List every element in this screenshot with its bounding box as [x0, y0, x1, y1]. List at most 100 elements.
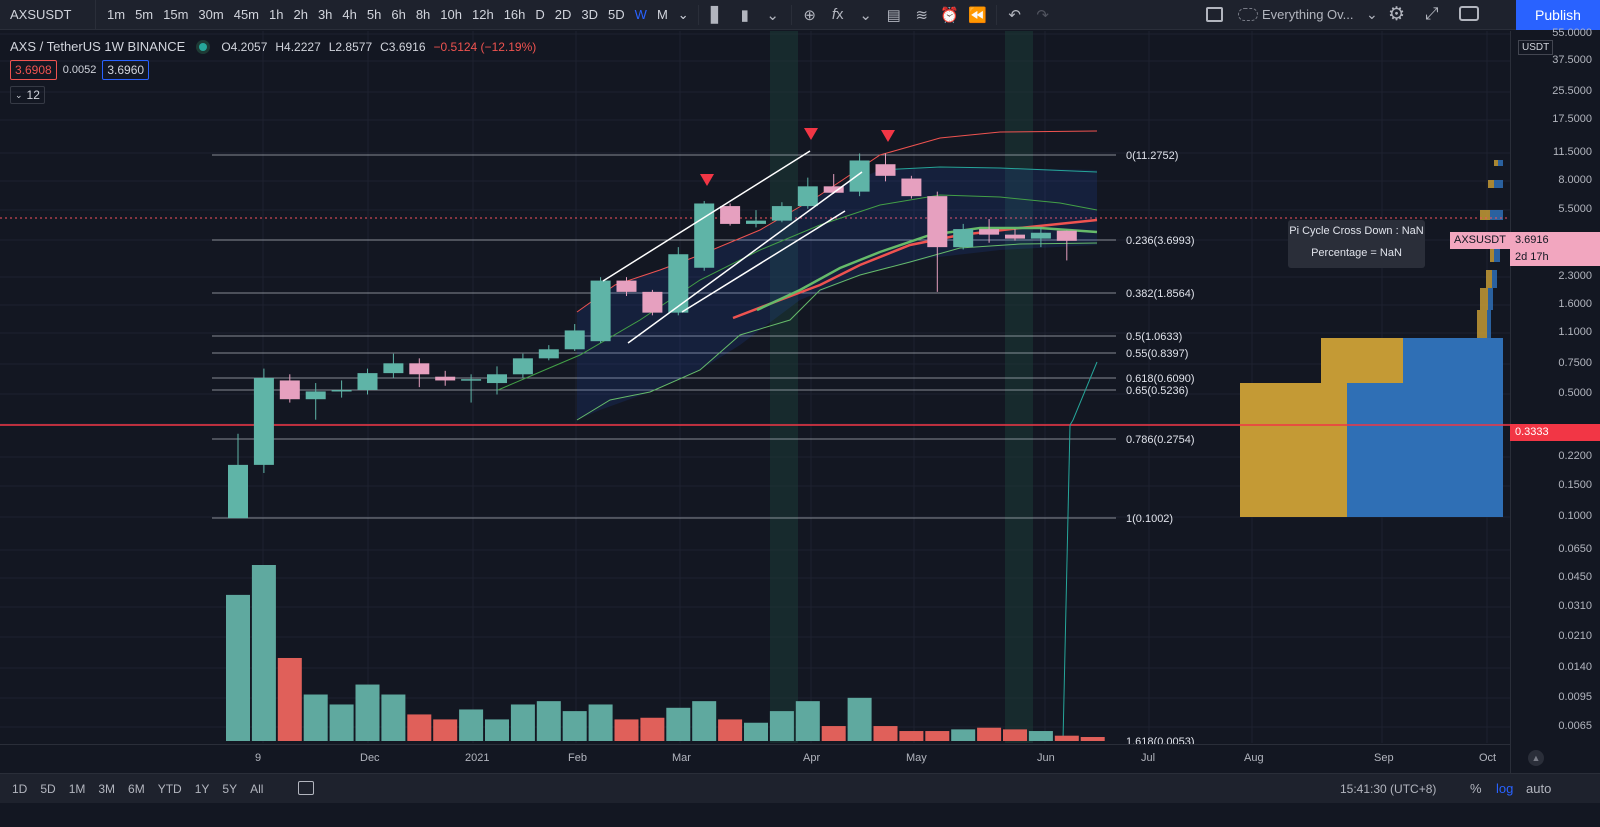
indicators-count[interactable]: 12	[26, 88, 40, 102]
legend-title[interactable]: AXS / TetherUS 1W BINANCE	[10, 39, 186, 54]
compare-plus-icon[interactable]: ⊕	[803, 6, 816, 24]
financials-icon[interactable]: ▤	[886, 6, 901, 24]
layout-name[interactable]: Everything Ov...	[1262, 7, 1354, 22]
timeframe-12h[interactable]: 12h	[472, 7, 494, 22]
last-price-symbol: AXSUSDT	[1454, 234, 1506, 246]
templates-icon[interactable]: ≋	[915, 6, 928, 24]
goto-date-icon[interactable]	[298, 781, 314, 795]
spread-value: 0.0052	[62, 64, 97, 76]
price-label: 0.2200	[1558, 450, 1592, 462]
range-All[interactable]: All	[250, 782, 264, 796]
chevron-down-icon[interactable]: ⌄	[859, 6, 872, 24]
range-5D[interactable]: 5D	[40, 782, 56, 796]
publish-button[interactable]: Publish	[1516, 0, 1600, 30]
last-price-value: 3.6916	[1515, 234, 1549, 246]
range-6M[interactable]: 6M	[128, 782, 145, 796]
close-value: C3.6916	[380, 39, 426, 54]
timeframe-45m[interactable]: 45m	[233, 7, 260, 22]
fullscreen-icon[interactable]: ⤢	[1425, 4, 1439, 23]
price-label: 0.1500	[1558, 479, 1592, 491]
timeframe-bar: 1m 5m 15m 30m 45m 1h 2h 3h 4h 5h 6h 8h 10h 12h 16h D 2D 3…	[96, 0, 694, 30]
currency-label[interactable]: USDT	[1518, 40, 1554, 55]
undo-icon[interactable]: ↶	[1008, 6, 1021, 24]
time-label: Feb	[568, 752, 587, 764]
clock-timezone[interactable]: 15:41:30 (UTC+8)	[1340, 782, 1437, 796]
range-5Y[interactable]: 5Y	[222, 782, 238, 796]
candle-body	[487, 374, 507, 384]
timeframe-30m[interactable]: 30m	[198, 7, 224, 22]
tooltip-line-1: Pi Cycle Cross Down : NaN	[1289, 225, 1424, 237]
timeframe-3D[interactable]: 3D	[581, 7, 599, 22]
snapshot-camera-icon[interactable]	[1459, 6, 1479, 21]
timeframe-1m[interactable]: 1m	[107, 7, 126, 22]
hline-price-label: 0.3333	[1510, 424, 1600, 441]
candles-chart-type-icon[interactable]: ▮	[740, 6, 749, 24]
volume-bar	[459, 709, 484, 741]
timeframe-W[interactable]: W	[634, 7, 647, 22]
volume-bar	[1028, 731, 1053, 741]
replay-icon[interactable]: ⏪	[968, 6, 988, 24]
bid-price-box[interactable]: 3.6908	[10, 60, 57, 80]
symbol-search-button[interactable]: AXSUSDT	[0, 0, 96, 30]
timeframe-8h[interactable]: 8h	[415, 7, 431, 22]
alert-clock-icon[interactable]: ⏰	[940, 6, 960, 24]
timeframe-3h[interactable]: 3h	[317, 7, 333, 22]
range-1Y[interactable]: 1Y	[194, 782, 210, 796]
vp-down-bar	[1487, 310, 1491, 338]
time-label: Oct	[1479, 752, 1497, 764]
timeframe-chevron-down-icon[interactable]: ⌄	[677, 6, 689, 22]
timeframe-10h[interactable]: 10h	[440, 7, 462, 22]
candle-body	[331, 389, 352, 392]
redo-icon[interactable]: ↷	[1036, 6, 1049, 24]
timeframe-5D[interactable]: 5D	[608, 7, 625, 22]
timeframe-16h[interactable]: 16h	[503, 7, 526, 22]
time-axis[interactable]: 9 Dec 2021 Feb Mar Apr May Jun Jul Aug Sep Oct	[0, 744, 1510, 772]
time-label: Jun	[1037, 752, 1055, 764]
candle-body	[357, 373, 378, 390]
high-value: H4.2227	[275, 39, 321, 54]
volume-bar	[329, 704, 354, 741]
range-3M[interactable]: 3M	[98, 782, 116, 796]
bar-chart-type-icon[interactable]: ▋	[710, 6, 723, 24]
candle-body	[409, 363, 430, 375]
chart-pane[interactable]: 0(11.2752) 0.236(3.6993) 0.382(1.8564) 0.5(…	[0, 31, 1510, 773]
percent-scale-toggle[interactable]: %	[1470, 781, 1482, 796]
log-scale-toggle[interactable]: log	[1496, 781, 1514, 796]
time-axis-settings-icon[interactable]: ▲	[1528, 750, 1544, 766]
toolbar-divider	[995, 4, 997, 25]
timeframe-5h[interactable]: 5h	[366, 7, 382, 22]
fullscreen-toggle-icon[interactable]	[1206, 7, 1223, 22]
timeframe-2D[interactable]: 2D	[554, 7, 572, 22]
ask-price-box[interactable]: 3.6960	[102, 60, 150, 80]
timeframe-2h[interactable]: 2h	[293, 7, 308, 22]
auto-scale-toggle[interactable]: auto	[1526, 781, 1552, 796]
timeframe-5m[interactable]: 5m	[135, 7, 154, 22]
volume-bar	[847, 697, 872, 741]
volume-bar	[381, 694, 406, 741]
timeframe-4h[interactable]: 4h	[342, 7, 357, 22]
price-axis[interactable]: USDT 55.0000 37.5000 25.5000 17.5000 11.5000…	[1510, 27, 1600, 773]
volume-bar	[251, 565, 276, 741]
timeframe-6h[interactable]: 6h	[391, 7, 406, 22]
candle-body	[979, 229, 1000, 235]
candle-body	[461, 379, 482, 381]
settings-gear-icon[interactable]: ⚙	[1388, 4, 1406, 25]
timeframe-1h[interactable]: 1h	[269, 7, 284, 22]
signal-markers	[700, 128, 895, 186]
range-YTD[interactable]: YTD	[157, 782, 182, 796]
indicators-toggle-chevron-icon[interactable]: ⌄	[15, 89, 23, 100]
volume-bar	[433, 719, 458, 741]
cloud-icon	[1238, 8, 1258, 21]
chevron-down-icon[interactable]: ⌄	[766, 6, 779, 24]
range-1M[interactable]: 1M	[68, 782, 86, 796]
layout-chevron-down-icon[interactable]: ⌄	[1366, 6, 1378, 22]
timeframe-M[interactable]: M	[656, 7, 668, 22]
candle-body	[746, 220, 766, 224]
timeframe-D[interactable]: D	[535, 7, 545, 22]
range-1D[interactable]: 1D	[12, 782, 28, 796]
vp-up-bar	[1486, 270, 1492, 288]
candle-body	[512, 358, 533, 375]
open-value: O4.2057	[221, 39, 268, 54]
timeframe-15m[interactable]: 15m	[163, 7, 189, 22]
